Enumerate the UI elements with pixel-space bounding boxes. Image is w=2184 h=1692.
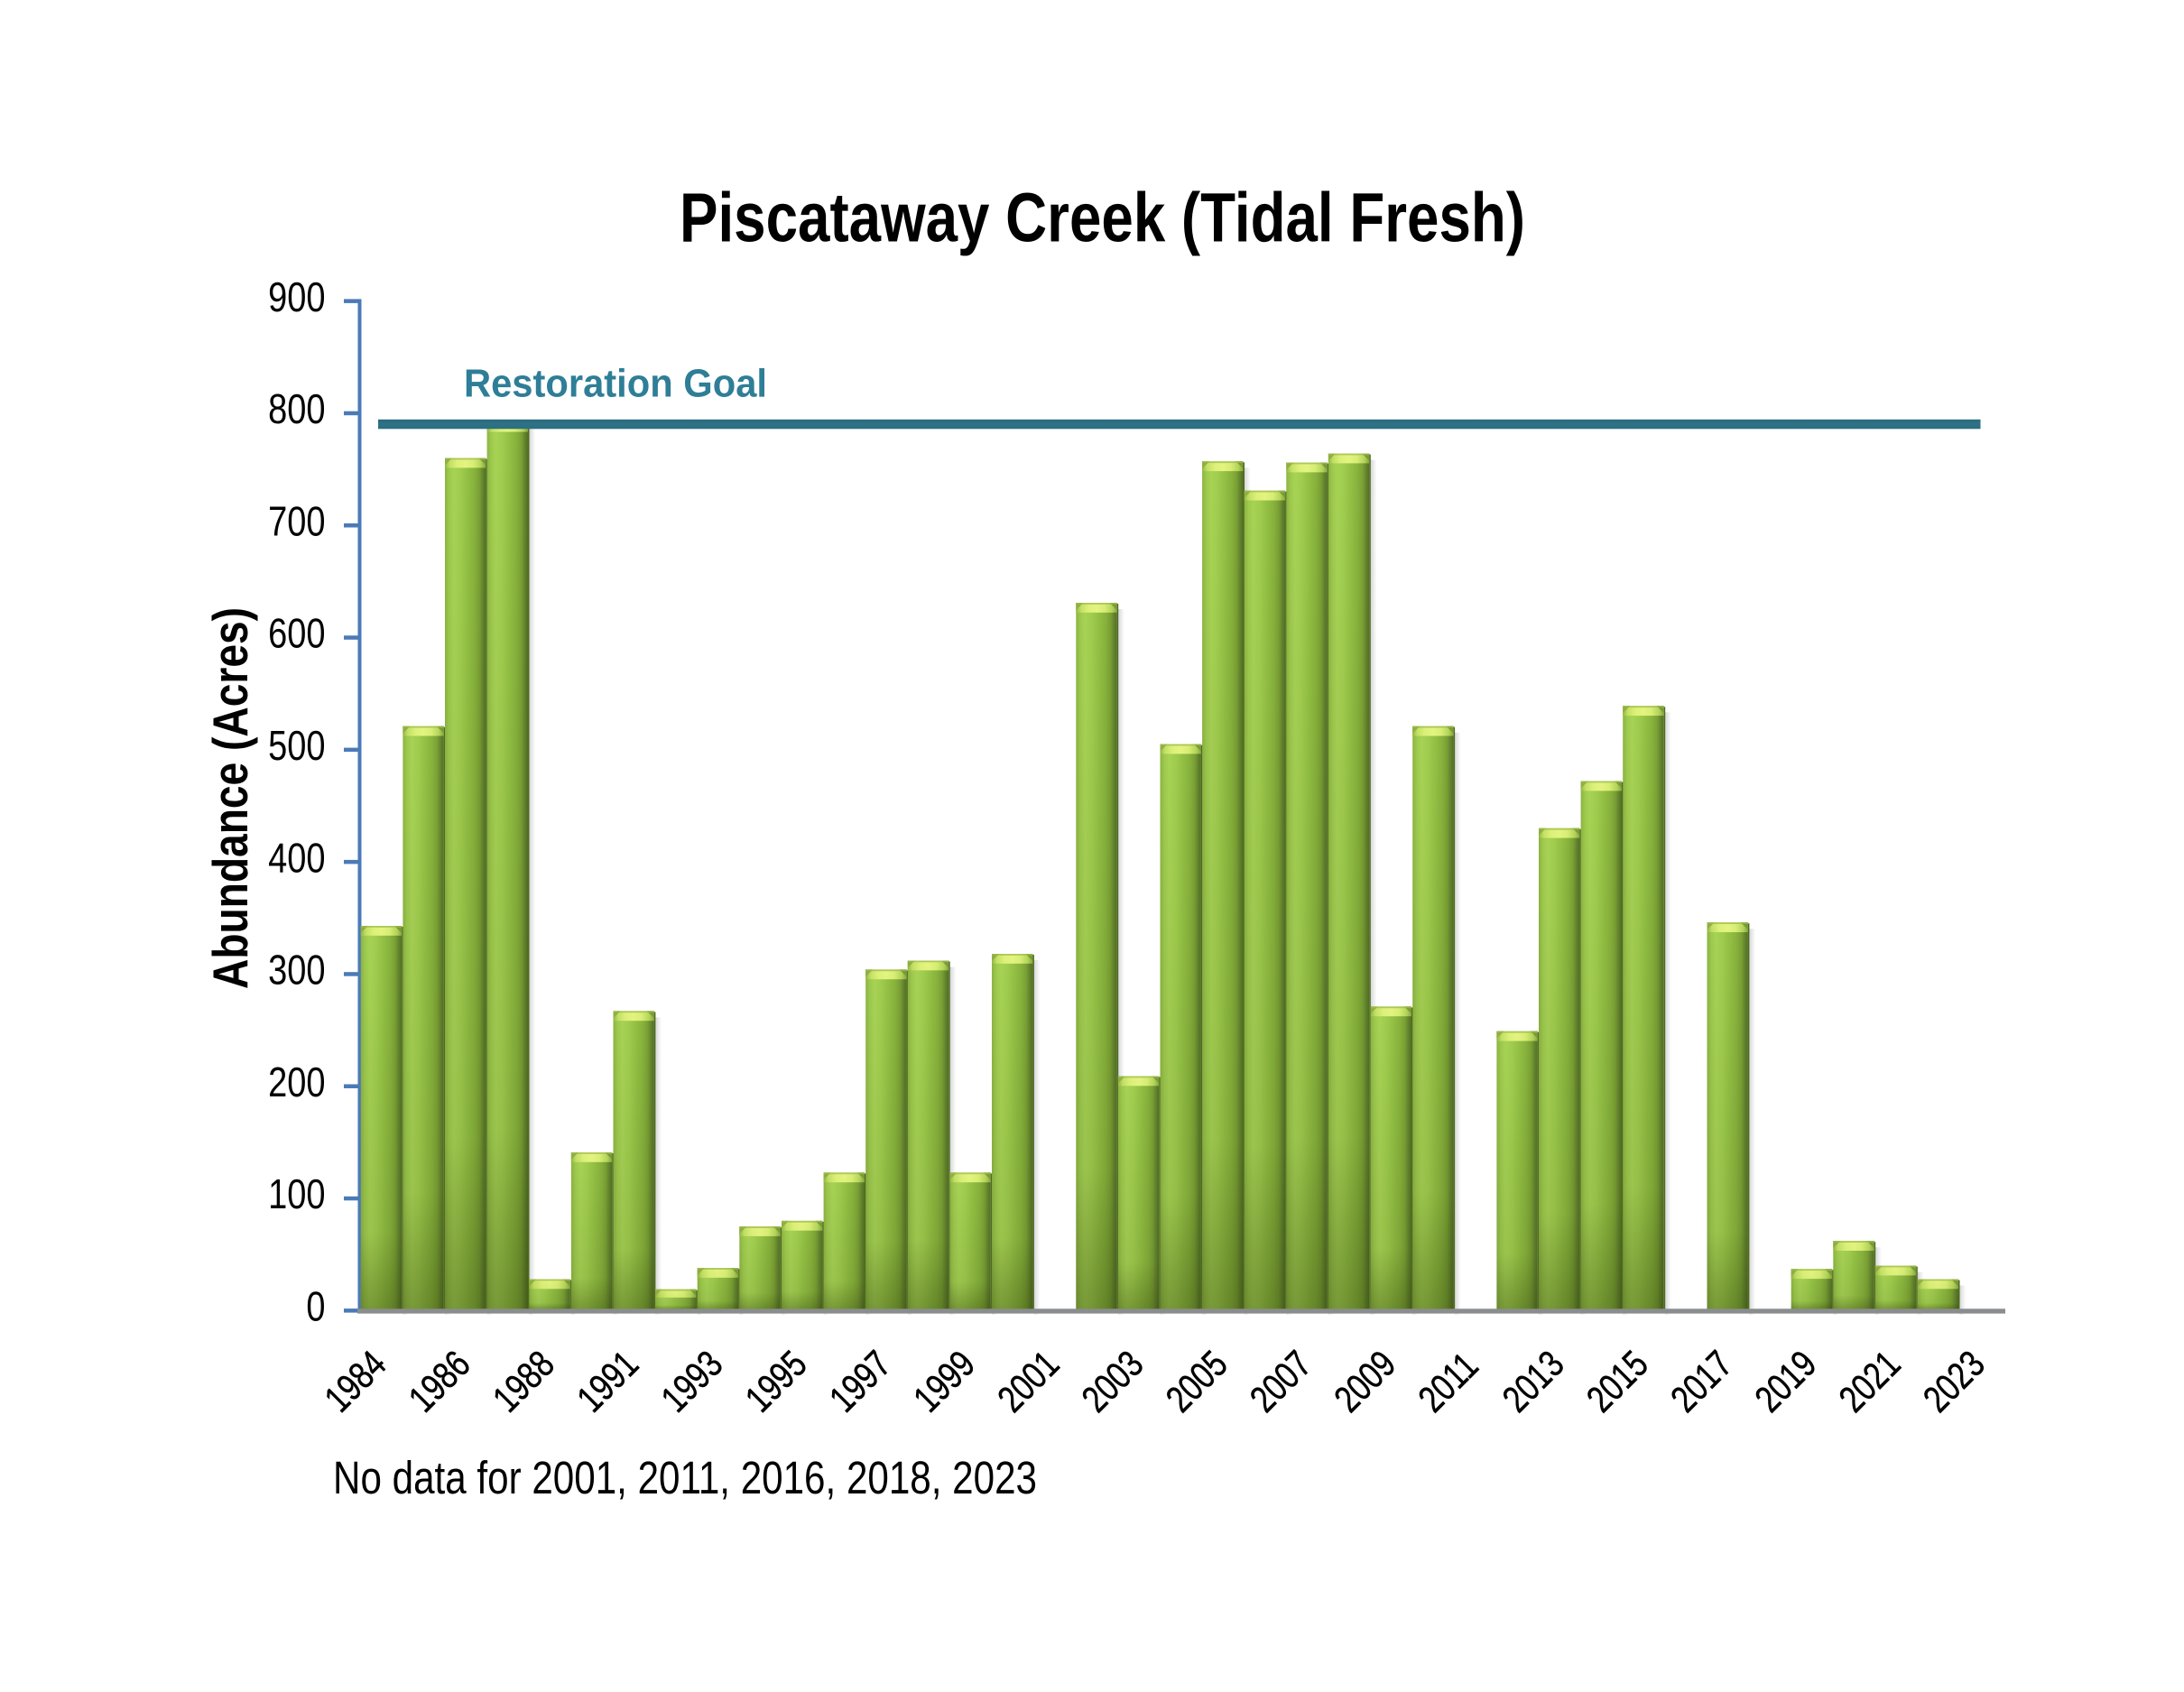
- svg-text:Abundance (Acres): Abundance (Acres): [202, 607, 258, 989]
- svg-text:200: 200: [268, 1059, 325, 1105]
- svg-text:500: 500: [268, 722, 325, 769]
- svg-text:No data for 2001, 2011, 2016,: No data for 2001, 2011, 2016, 2018, 2023: [333, 1452, 1037, 1503]
- svg-text:Piscataway Creek (Tidal Fresh): Piscataway Creek (Tidal Fresh): [680, 180, 1525, 257]
- svg-text:400: 400: [268, 834, 325, 881]
- svg-text:900: 900: [268, 273, 325, 320]
- svg-text:800: 800: [268, 385, 325, 432]
- svg-text:600: 600: [268, 610, 325, 657]
- svg-text:0: 0: [306, 1283, 325, 1330]
- svg-text:100: 100: [268, 1170, 325, 1217]
- svg-text:700: 700: [268, 497, 325, 544]
- svg-text:Restoration Goal: Restoration Goal: [464, 362, 767, 406]
- svg-text:300: 300: [268, 947, 325, 994]
